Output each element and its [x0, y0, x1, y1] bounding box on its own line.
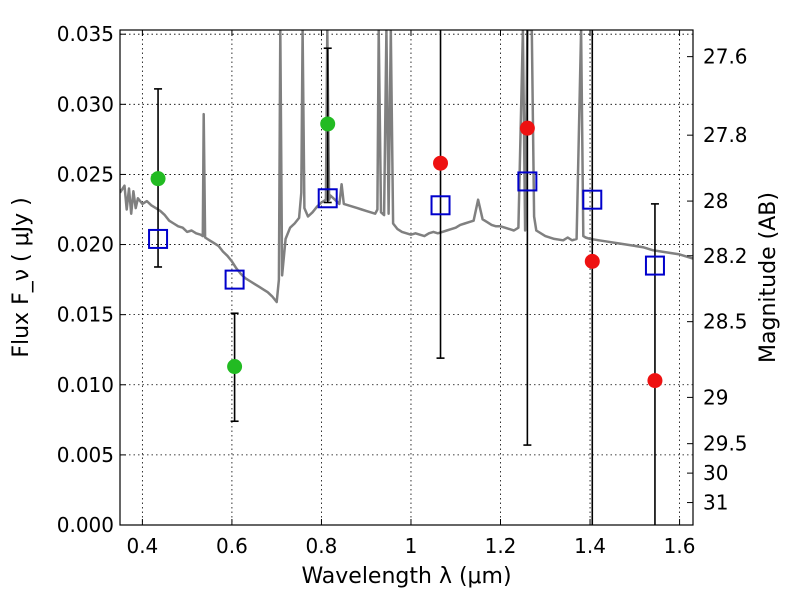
right-tick-label: 27.6: [703, 45, 748, 69]
right-tick-label: 30: [703, 461, 728, 485]
y-tick-label: 0.020: [57, 233, 114, 257]
photometry-square-marker: [317, 188, 338, 209]
y-tick-label: 0.010: [57, 373, 114, 397]
y-tick-label: 0.025: [57, 162, 114, 186]
measurement-circle-marker: [433, 155, 449, 171]
photometry-square-marker: [644, 255, 665, 276]
measurement-circle-marker: [150, 171, 166, 187]
measurement-circle-marker: [647, 373, 663, 389]
x-axis-title: Wavelength λ (μm): [301, 564, 511, 589]
right-tick-label: 27.8: [703, 123, 748, 147]
y-tick-label: 0.035: [57, 22, 114, 46]
right-tick-label: 28.5: [703, 310, 748, 334]
x-tick-label: 1.6: [664, 534, 696, 558]
photometry-square-marker: [148, 228, 169, 249]
x-tick-label: 0.4: [126, 534, 158, 558]
photometry-square-marker: [224, 269, 245, 290]
photometry-square-marker: [430, 195, 451, 216]
y-axis-title: Flux F_ν ( μJy ): [9, 197, 34, 357]
right-tick-label: 29.5: [703, 432, 748, 456]
plot-frame: [119, 29, 694, 526]
right-axis-title: Magnitude (AB): [756, 192, 781, 363]
y-tick-label: 0.005: [57, 443, 114, 467]
x-tick-label: 1.4: [574, 534, 606, 558]
right-tick-label: 29: [703, 385, 728, 409]
ticks: 0.4 0.6 0.8 1 1.2 1.4 1.6 0.000 0.005 0.010 0.015 0…: [57, 22, 748, 558]
measurement-circle-marker: [227, 359, 243, 375]
plot-area: [120, 30, 693, 525]
x-tick-label: 0.6: [216, 534, 248, 558]
model-spectrum-line: [120, 30, 693, 304]
y-tick-label: 0.030: [57, 92, 114, 116]
right-tick-label: 31: [703, 491, 728, 515]
photometry-square-marker: [517, 171, 538, 192]
measurement-circle-marker: [519, 120, 535, 136]
y-tick-label: 0.000: [57, 513, 114, 537]
grid: [120, 30, 693, 526]
photometry-square-marker: [582, 189, 603, 210]
x-tick-label: 0.8: [306, 534, 338, 558]
right-tick-label: 28: [703, 189, 728, 213]
measurement-circle-marker: [320, 116, 336, 132]
right-tick-label: 28.2: [703, 244, 748, 268]
y-tick-label: 0.015: [57, 303, 114, 327]
x-tick-label: 1.2: [485, 534, 517, 558]
x-tick-label: 1: [405, 534, 418, 558]
measurement-circle-marker: [584, 253, 600, 269]
